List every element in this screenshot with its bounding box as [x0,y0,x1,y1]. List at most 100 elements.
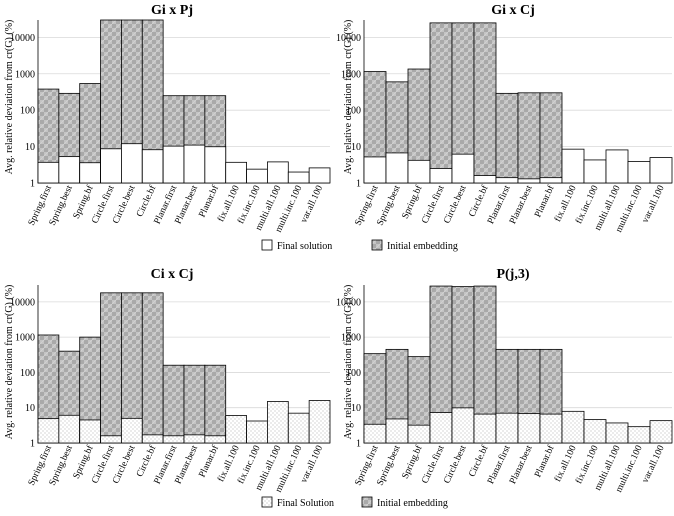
legend-swatch-initial [361,496,373,508]
bar-final-solution [495,412,519,444]
y-tick-label: 1 [356,439,361,450]
bar-final-solution [267,161,289,184]
x-tick-label: Circle.bf [134,443,158,479]
legend-swatch-initial [371,239,383,251]
x-tick-label: Circle.best [442,184,468,226]
bar-final-solution [495,177,519,184]
x-tick-label: Circle.bf [467,443,491,479]
bar-final-solution [308,400,331,444]
bar-final-solution [246,420,268,444]
bar-final-solution [363,156,387,184]
bar-final-solution [287,171,310,184]
bar-final-solution [183,144,206,184]
bar-final-solution [204,146,227,184]
x-tick-label: var.all.100 [641,184,667,225]
bar-final-solution [385,418,409,444]
chart-title: Ci x Cj [151,267,194,282]
bar-final-solution [407,424,431,444]
plot-area: 110100100010000Spring.firstSpring.bestSp… [10,285,331,494]
bar-final-solution [385,152,409,184]
bar-final-solution [561,148,585,184]
y-tick-label: 1 [30,439,35,450]
bar-initial-embedding [100,292,122,444]
chart-title: Gi x Cj [491,3,535,18]
chart-panel-gi-x-pj: Gi x Pj Avg. relative deviation from cr(… [4,3,331,234]
y-tick-label: 10 [351,142,361,153]
y-tick-label: 10000 [10,33,35,44]
bar-final-solution [79,162,101,184]
x-tick-label: Circle.bf [134,183,158,219]
legend-swatch-final [261,239,273,251]
bar-final-solution [100,148,122,184]
bar-final-solution [451,153,475,184]
bar-final-solution [451,407,475,444]
x-tick-label: Planar.bf [197,183,222,219]
bar-final-solution [407,159,431,184]
y-tick-label: 10 [25,142,35,153]
legend-label-initial: Initial embedding [387,241,458,252]
bar-initial-embedding [473,22,497,184]
bar-initial-embedding [162,364,185,444]
x-tick-label: Planar.best [508,184,535,226]
x-tick-label: Planar.best [508,444,535,486]
x-tick-label: Planar.bf [532,443,557,479]
bar-final-solution [141,149,164,184]
bar-final-solution [204,435,227,444]
x-tick-label: Circle.best [442,444,468,486]
bar-final-solution [121,143,143,184]
chart-panel-p-j-3: P(j,3) Avg. relative deviation from cr(G… [336,267,673,494]
legend-bottom: Final Solution Initial embedding [261,496,448,509]
bar-final-solution [246,168,268,184]
bar-final-solution [308,167,331,184]
bar-initial-embedding [517,92,541,184]
y-axis-label: Avg. relative deviation from cr(G) (%) [343,285,354,440]
bar-initial-embedding [429,22,453,184]
y-axis-label: Avg. relative deviation from cr(G) (%) [343,20,354,175]
bar-final-solution [429,168,453,184]
x-tick-label: Planar.bf [197,443,222,479]
y-tick-label: 1 [30,179,35,190]
y-tick-label: 10 [351,403,361,414]
bar-initial-embedding [539,92,563,184]
y-tick-label: 1000 [15,333,35,344]
plot-area: 110100100010000Spring.firstSpring.bestSp… [336,20,673,234]
bar-final-solution [37,161,60,184]
bar-final-solution [517,413,541,444]
bar-final-solution [583,419,607,444]
bar-final-solution [473,413,497,444]
plot-area: 110100100010000Spring.firstSpring.bestSp… [10,19,331,234]
y-tick-label: 10 [25,403,35,414]
y-axis-label: Avg. relative deviation from cr(G) (%) [4,20,15,175]
bar-final-solution [267,401,289,444]
x-tick-label: Spring.bf [400,443,425,481]
bar-final-solution [539,413,563,444]
legend-label-final: Final Solution [277,498,334,509]
y-tick-label: 100 [346,368,361,379]
bar-initial-embedding [204,364,227,444]
bar-final-solution [183,434,206,444]
y-tick-label: 100 [20,106,35,117]
bar-final-solution [649,157,673,184]
legend-top: Final solution Initial embedding [261,239,458,252]
bar-final-solution [517,178,541,184]
legend-label-final: Final solution [277,241,332,252]
legend-label-initial: Initial embedding [377,498,448,509]
x-tick-label: fix.all.100 [552,183,579,223]
y-tick-label: 1000 [341,333,361,344]
bar-final-solution [121,417,143,444]
bar-final-solution [473,175,497,184]
bar-final-solution [100,435,122,444]
y-tick-label: 1000 [15,69,35,80]
y-axis-label: Avg. relative deviation from cr(G) (%) [4,285,15,440]
x-tick-label: Circle.bf [467,183,491,219]
y-tick-label: 1000 [341,69,361,80]
bar-final-solution [583,159,607,184]
y-tick-label: 10000 [10,297,35,308]
bar-final-solution [363,423,387,444]
chart-title: Gi x Pj [151,3,193,18]
bar-final-solution [539,177,563,184]
x-tick-label: Spring.bf [400,183,425,221]
bar-final-solution [605,149,629,184]
